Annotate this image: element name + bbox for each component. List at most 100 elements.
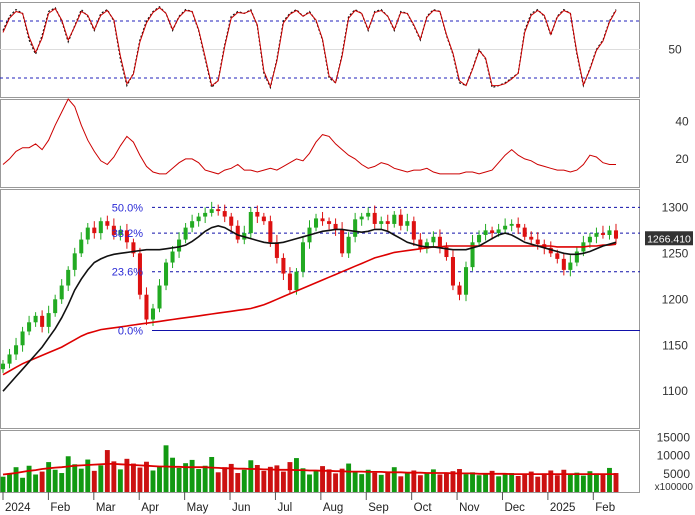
grid-layer xyxy=(0,2,640,493)
price-tick-label: 1250 xyxy=(662,246,689,260)
month-label: Jul xyxy=(277,502,292,514)
candle xyxy=(196,212,201,227)
candle xyxy=(503,218,508,235)
candle xyxy=(40,310,45,333)
candle xyxy=(20,326,25,352)
candle xyxy=(313,213,319,232)
candle xyxy=(98,217,103,240)
candle xyxy=(411,216,416,246)
candle-body xyxy=(209,209,214,213)
candle xyxy=(190,214,195,233)
panel-frame-2 xyxy=(0,189,640,429)
candle-body xyxy=(398,214,403,226)
price-tick-label: 1200 xyxy=(662,292,689,306)
candle xyxy=(79,232,84,258)
volume-bar xyxy=(372,472,378,492)
candle-body xyxy=(183,227,188,240)
candle-body xyxy=(59,285,64,300)
adx-tick-label: 20 xyxy=(675,152,689,166)
candle-body xyxy=(340,229,345,254)
volume-bar xyxy=(111,461,117,492)
volume-bar xyxy=(13,467,19,492)
candle-body xyxy=(600,233,605,235)
volume-bar xyxy=(554,475,560,492)
candle-body xyxy=(105,221,110,226)
volume-bar xyxy=(580,475,586,492)
candle xyxy=(66,266,71,292)
candle xyxy=(105,215,110,230)
candle xyxy=(490,226,495,240)
month-label: 2024 xyxy=(5,502,31,514)
candle xyxy=(177,232,182,258)
volume-bar xyxy=(274,465,280,492)
candle-body xyxy=(346,236,351,254)
volume-tick-label: 5000 xyxy=(663,467,690,481)
candle xyxy=(483,223,488,241)
volume-bar xyxy=(567,474,573,492)
volume-bar xyxy=(183,463,189,492)
candle-body xyxy=(548,247,553,254)
price-tick-label: 1100 xyxy=(662,384,688,398)
volume-bar xyxy=(359,474,365,492)
candle xyxy=(431,231,436,248)
volume-bar xyxy=(261,470,267,492)
volume-bar xyxy=(26,465,32,492)
candle xyxy=(457,281,462,301)
candle-body xyxy=(255,211,260,217)
candle xyxy=(300,236,306,278)
candle xyxy=(157,279,162,313)
candle xyxy=(229,212,234,233)
volume-bar xyxy=(489,470,495,492)
candle-body xyxy=(203,212,208,217)
candle-body xyxy=(561,258,566,270)
price-tick-label: 1150 xyxy=(662,338,688,352)
candle xyxy=(59,279,64,304)
series-layer xyxy=(0,6,619,492)
volume-bar xyxy=(483,473,489,492)
volume-bar xyxy=(241,469,247,492)
candle xyxy=(346,232,351,258)
candle xyxy=(281,253,286,281)
candle xyxy=(477,230,482,247)
moving-average-black xyxy=(2,224,617,392)
volume-bar xyxy=(535,476,541,492)
candle xyxy=(607,225,612,240)
candle-body xyxy=(529,236,534,240)
candle-body xyxy=(327,221,332,224)
volume-bar xyxy=(313,470,319,492)
volume-bar xyxy=(339,468,345,492)
stoch-series-0 xyxy=(2,6,617,90)
candle xyxy=(183,223,188,244)
adx-tick-label: 40 xyxy=(675,114,689,128)
volume-bar xyxy=(463,474,469,492)
candle-body xyxy=(111,225,116,235)
volume-bar xyxy=(176,467,182,492)
candle xyxy=(170,245,175,269)
candle xyxy=(111,218,116,240)
candle-body xyxy=(0,363,6,370)
volume-bar xyxy=(607,467,612,492)
volume-bar xyxy=(346,463,352,492)
candle-body xyxy=(424,242,429,249)
month-label: Feb xyxy=(50,502,70,514)
month-label: Sep xyxy=(368,502,388,514)
candle xyxy=(516,217,521,235)
candle xyxy=(327,217,332,230)
volume-bar xyxy=(144,461,149,492)
candle-body xyxy=(470,242,475,268)
candle-body xyxy=(607,230,612,235)
candle xyxy=(46,305,51,334)
candle-body xyxy=(379,221,384,224)
volume-bar xyxy=(130,463,136,492)
candle xyxy=(14,337,19,360)
candle-body xyxy=(392,214,397,224)
volume-bar xyxy=(280,471,286,492)
volume-bar xyxy=(46,462,52,492)
candle xyxy=(424,238,429,254)
volume-bar xyxy=(326,469,332,492)
candle-body xyxy=(216,209,221,212)
panel-frame-3 xyxy=(0,430,640,493)
month-label: May xyxy=(187,502,209,514)
volume-bar xyxy=(509,473,515,492)
adx-series-0 xyxy=(2,98,616,175)
